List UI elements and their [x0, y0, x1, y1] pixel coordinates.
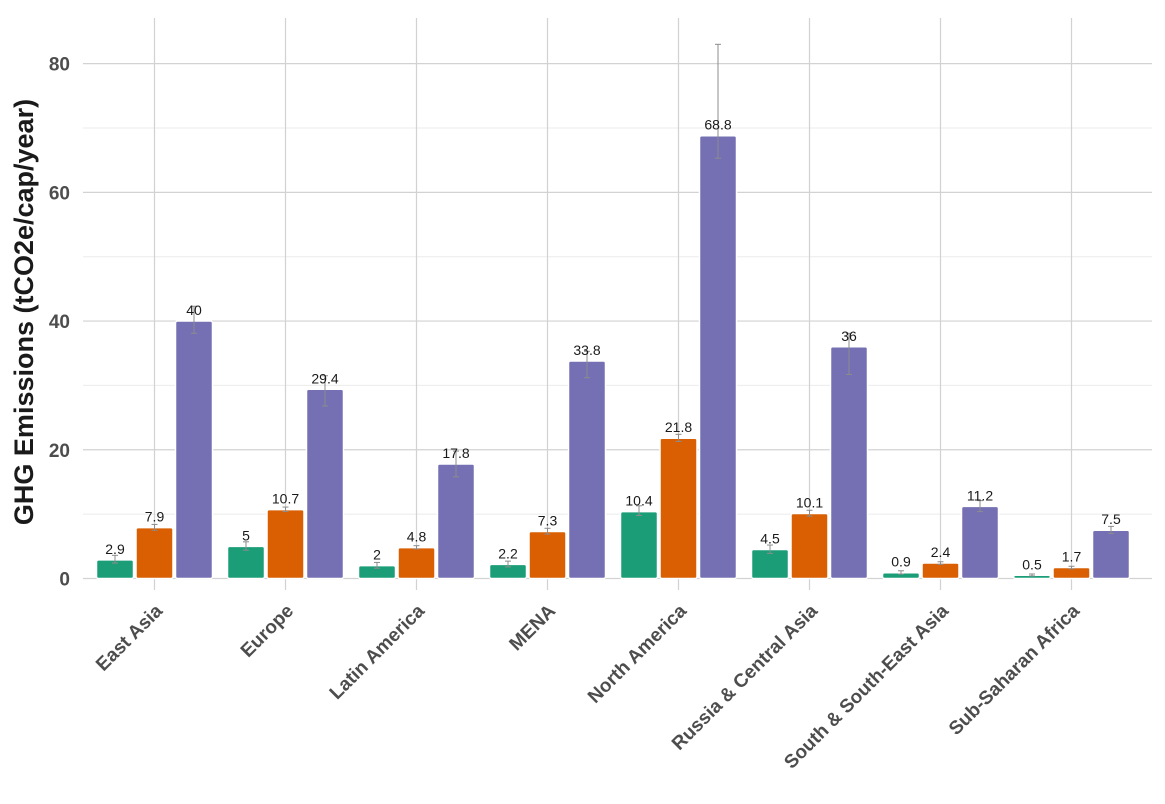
bar: [528, 530, 567, 580]
bar-value-label: 36: [841, 328, 857, 344]
bars: [95, 134, 1131, 580]
bar: [1091, 529, 1131, 580]
bar-value-label: 5: [242, 527, 250, 543]
bar: [960, 505, 1000, 580]
bar-value-label: 11.2: [967, 487, 993, 503]
bar-value-label: 7.5: [1101, 511, 1121, 527]
x-tick-label: Europe: [237, 601, 298, 662]
bar-value-label: 17.8: [442, 445, 469, 461]
bar-value-label: 33.8: [573, 342, 600, 358]
bar-value-label: 2.4: [931, 544, 951, 560]
bar: [567, 360, 607, 580]
bar: [921, 562, 960, 580]
x-tick-label: Sub-Saharan Africa: [945, 600, 1084, 739]
bar: [829, 346, 869, 580]
bar: [698, 134, 738, 580]
bar: [397, 546, 436, 580]
x-tick-label: North America: [584, 600, 691, 707]
bar: [174, 320, 214, 580]
bar: [135, 526, 174, 580]
bar: [305, 388, 345, 580]
bar-value-label: 4.5: [760, 531, 780, 547]
y-tick-label: 0: [59, 570, 70, 591]
bar-value-label: 2.2: [498, 545, 518, 561]
error-bars: [112, 43, 1114, 577]
bar-value-label: 40: [186, 302, 202, 318]
y-tick-label: 20: [49, 441, 70, 462]
x-axis-ticks: East Asia Europe Latin America MENA North Am…: [92, 600, 1084, 773]
y-tick-label: 80: [49, 55, 70, 76]
y-tick-label: 60: [49, 183, 70, 204]
bar: [619, 510, 659, 580]
x-tick-label: East Asia: [92, 600, 167, 675]
bar-value-label: 10.1: [796, 494, 823, 510]
bar-value-label: 68.8: [704, 117, 731, 133]
y-axis-title: GHG Emissions (tCO2e/cap/year): [9, 99, 39, 525]
data-labels: 2.9 5 2 2.2 10.4 4.5 0.9 0.5 7.9 10.7 4.8 7.3 21.8 10…: [105, 117, 1121, 573]
bar: [436, 463, 476, 580]
bar-value-label: 0.9: [891, 554, 911, 570]
bar-value-label: 2: [373, 547, 381, 563]
bar-value-label: 10.4: [625, 493, 652, 509]
bar-value-label: 4.8: [407, 529, 427, 545]
x-tick-label: Latin America: [326, 600, 430, 704]
bar: [790, 512, 829, 580]
bar: [266, 508, 305, 580]
x-tick-label: MENA: [506, 600, 561, 655]
bar-value-label: 29.4: [311, 370, 338, 386]
grid: [83, 18, 1152, 590]
bar-value-label: 21.8: [665, 419, 692, 435]
bar: [659, 437, 698, 580]
y-tick-label: 40: [49, 312, 70, 333]
bar-value-label: 7.3: [538, 513, 558, 529]
bar-value-label: 0.5: [1022, 556, 1042, 572]
bar-value-label: 2.9: [105, 541, 125, 557]
y-axis-ticks: 0 20 40 60 80: [49, 55, 70, 591]
bar: [226, 545, 266, 580]
bar-value-label: 10.7: [272, 491, 299, 507]
x-tick-label: Russia & Central Asia: [668, 600, 822, 754]
bar-value-label: 7.9: [145, 509, 165, 525]
bar-value-label: 1.7: [1062, 549, 1082, 565]
